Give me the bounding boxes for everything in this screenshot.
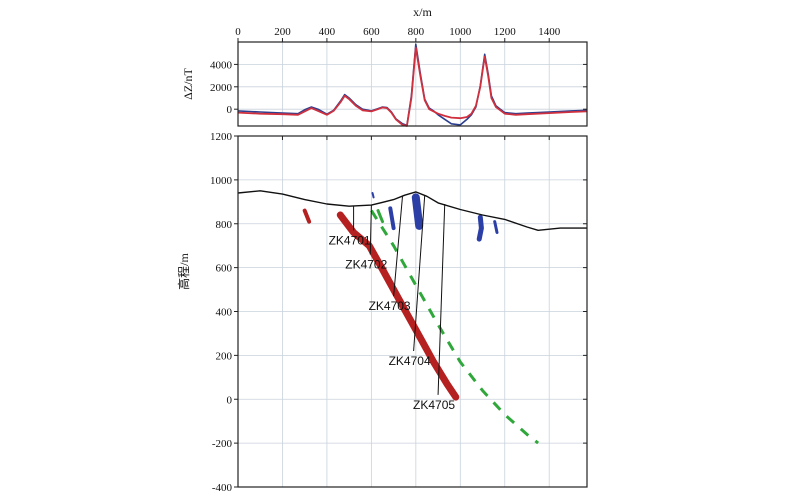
ore-body — [493, 220, 499, 234]
drill-hole-label: ZK4701 — [329, 233, 371, 247]
bottom-grid — [237, 135, 587, 488]
bottom-y-tick-label: 800 — [216, 219, 233, 231]
bottom-y-tick-label: 600 — [216, 263, 233, 275]
drill-hole-label: ZK4702 — [345, 257, 387, 271]
top-series-group — [237, 43, 588, 127]
ore-body — [388, 206, 396, 231]
drill-hole-line — [413, 195, 426, 352]
drill-holes-group: ZK4701 ZK4702 ZK4703 ZK4704 ZK4705 — [329, 195, 455, 412]
top-x-tick-label: 200 — [274, 26, 291, 38]
top-x-tick-label: 0 — [235, 26, 241, 38]
top-y-tick-label: 2000 — [210, 82, 233, 94]
ore-body — [476, 214, 484, 242]
bottom-y-tick-label: -200 — [212, 438, 233, 450]
bottom-y-tick-label: 1200 — [210, 131, 233, 143]
ore-body — [302, 208, 312, 224]
bottom-series-group — [237, 190, 587, 445]
bottom-y-tick-label: 1000 — [210, 175, 233, 187]
anomaly-series-line — [237, 46, 588, 127]
top-x-axis-title: x/m — [413, 5, 432, 19]
top-x-tick-label: 1000 — [449, 26, 472, 38]
top-y-axis-title: ΔZ/nT — [181, 67, 195, 99]
top-y-tick-label: 4000 — [210, 59, 233, 71]
drill-hole-line — [437, 203, 446, 395]
ore-body — [371, 192, 375, 199]
top-y-tick-label: 0 — [227, 104, 233, 116]
top-x-tick-label: 1200 — [494, 26, 517, 38]
top-x-ticks: 0 200 400 600 800 1000 1200 1400 — [235, 26, 561, 42]
bottom-y-axis-title: 高程/m — [176, 253, 191, 290]
bottom-y-tick-label: -400 — [212, 482, 233, 494]
top-x-tick-label: 600 — [363, 26, 380, 38]
terrain-profile-line — [237, 190, 587, 231]
ore-bodies-group — [302, 192, 499, 401]
drill-hole-label: ZK4704 — [389, 354, 431, 368]
top-x-tick-label: 400 — [319, 26, 336, 38]
top-y-ticks: 0 2000 4000 — [210, 59, 587, 116]
drill-hole-line — [393, 196, 403, 297]
ore-body — [411, 193, 424, 230]
drill-hole-line — [369, 205, 372, 255]
top-plot-frame — [237, 41, 588, 127]
ore-body — [336, 211, 460, 401]
drill-hole-label: ZK4703 — [369, 299, 411, 313]
top-x-tick-label: 800 — [408, 26, 425, 38]
top-x-tick-label: 1400 — [538, 26, 561, 38]
bottom-y-tick-label: 0 — [227, 394, 233, 406]
ore-body — [376, 209, 384, 224]
dashed-fault-line — [370, 209, 540, 445]
geologic-section-plot: ZK4701 ZK4702 ZK4703 ZK4704 ZK4705 -400 -200 0… — [176, 131, 588, 494]
bottom-y-ticks: -400 -200 0 200 400 600 800 1000 1200 — [210, 131, 587, 494]
top-grid — [237, 42, 587, 126]
bottom-y-tick-label: 200 — [216, 350, 233, 362]
drill-hole-label: ZK4705 — [413, 398, 455, 412]
bottom-y-tick-label: 400 — [216, 307, 233, 319]
